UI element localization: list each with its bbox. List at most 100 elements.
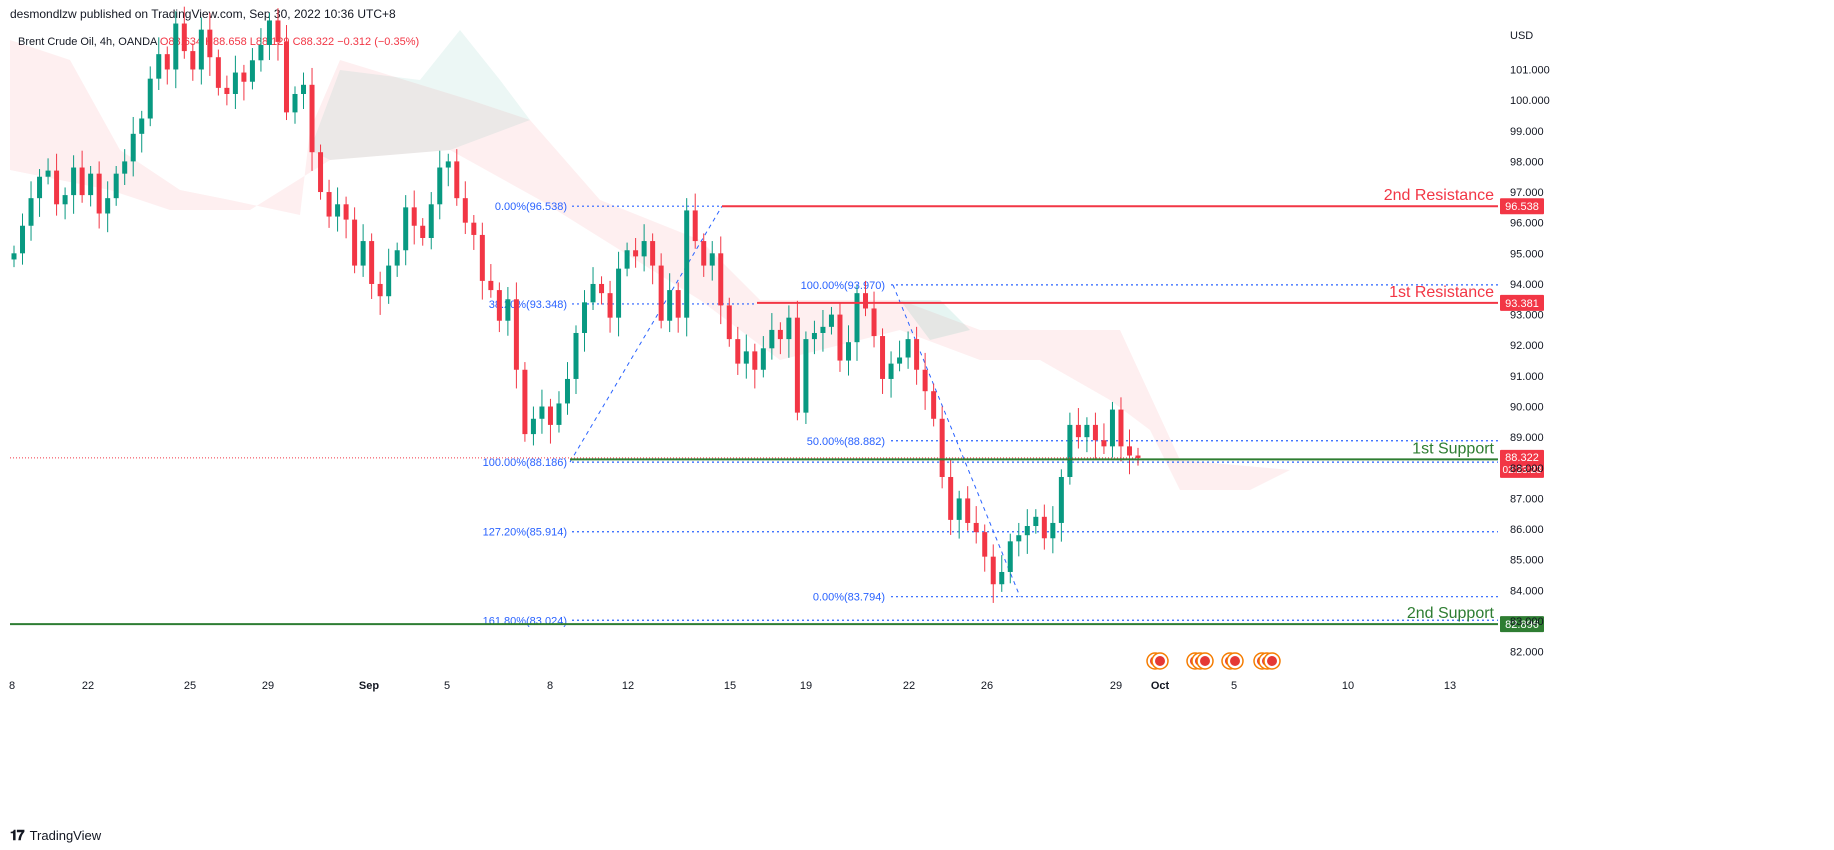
candle-body [190,51,196,70]
candle [828,306,834,335]
x-tick-label: 12 [622,680,634,692]
candle-body [496,290,502,321]
level-price-tag-text: 96.538 [1505,201,1539,213]
bullish-cloud-small [900,300,970,340]
y-tick-label: 97.000 [1510,187,1544,199]
candle [181,6,187,59]
candle [880,328,886,394]
candle [513,282,519,389]
candle [292,86,298,124]
candle-body [1075,424,1081,438]
candle-body [215,57,221,88]
candle-body [539,406,545,419]
bullish-cloud [310,30,530,160]
candle [633,238,639,268]
level-price-tag [1500,198,1544,215]
candle [352,207,358,274]
candle-body [88,173,94,196]
candle-body [650,241,656,266]
candle-body [1041,516,1047,539]
candle-body [845,342,851,361]
candle [249,48,255,90]
candle [241,64,247,101]
fib-label-right: 50.00%(88.882) [807,436,885,448]
candle-body [564,378,570,404]
candle [479,222,485,300]
candle-body [232,72,238,94]
y-tick-label: 82.000 [1510,647,1544,659]
candle-body [1126,446,1132,456]
candle [139,110,145,153]
candle [505,287,511,336]
y-tick-label: 94.000 [1510,279,1544,291]
candle-body [20,225,26,254]
candle-body [888,363,894,379]
y-tick-label: 98.000 [1510,156,1544,168]
candle-body [181,23,187,52]
candle-body [352,219,358,266]
candle [599,276,605,305]
candle-body [479,234,485,281]
candle [377,271,383,315]
candle [650,233,656,285]
candle-body [105,198,111,214]
candle-body [471,222,477,235]
y-tick-label: 83.000 [1510,616,1544,628]
candle [1067,412,1073,485]
candle [386,248,392,304]
candle-body [982,532,988,557]
fib-diagonal-left [569,205,723,463]
candle-body [777,329,783,340]
candle [411,190,417,245]
x-tick-label: 22 [82,680,94,692]
candle [88,165,94,207]
candle [811,320,817,355]
candle [471,215,477,250]
candle-body [249,60,255,82]
candle-body [198,29,204,70]
candle [326,179,332,228]
candle [1016,522,1022,557]
candle-body [326,192,332,217]
candle [130,116,136,177]
candle-body [931,391,937,419]
candle-body [266,20,272,45]
tradingview-logo-icon: 𝟏𝟕 [10,827,25,843]
candle-body [96,173,102,214]
candle-body [147,78,153,119]
candle [369,233,375,299]
candle-body [445,161,451,168]
candle [522,362,528,442]
candle-body [139,118,145,134]
candle-body [624,250,630,269]
candle-body [45,170,51,177]
candle [173,11,179,89]
candle [96,161,102,229]
candle-body [582,302,588,333]
candle-body [735,339,741,364]
bearish-cloud [10,40,1290,490]
candle-body [275,20,281,42]
candle-body [488,280,494,291]
candle [71,155,77,214]
candle-body [454,161,460,199]
candle [735,326,741,375]
candle-body [922,369,928,392]
key-levels: 2nd Resistance 96.538 1st Resistance 93.381… [10,187,1544,633]
flag-core [1200,656,1210,666]
candle [965,486,971,531]
candle-body [301,84,307,94]
x-tick-label: 10 [1342,680,1354,692]
candle [403,195,409,266]
candle-body [641,241,647,257]
candle-body [1033,516,1039,527]
candle [692,193,698,249]
candle-body [164,54,170,70]
candle-body [1024,526,1030,536]
candle-body [556,403,562,425]
candle-body [1007,541,1013,572]
candle [845,325,851,376]
candle [54,153,60,216]
candle [530,406,536,446]
